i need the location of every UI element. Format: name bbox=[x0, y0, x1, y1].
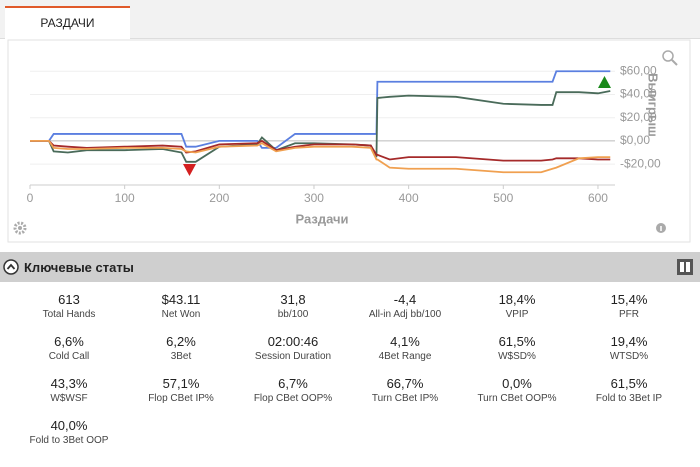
stat: 66,7% Turn CBet IP% bbox=[349, 376, 461, 404]
x-axis-title: Раздачи bbox=[295, 211, 348, 226]
stat: 18,4% VPIP bbox=[461, 292, 573, 320]
x-tick-label: 200 bbox=[209, 191, 229, 205]
stat-label: Turn CBet IP% bbox=[371, 393, 439, 404]
stat-value: 02:00:46 bbox=[267, 334, 319, 349]
stat-label: Flop CBet IP% bbox=[148, 393, 214, 404]
stat: 61,5% Fold to 3Bet IP bbox=[573, 376, 685, 404]
stat-value: 19,4% bbox=[610, 334, 648, 349]
stat-label: W$SD% bbox=[498, 351, 536, 362]
stat-label: W$WSF bbox=[50, 393, 88, 404]
stat: 19,4% WTSD% bbox=[573, 334, 685, 362]
x-tick-label: 600 bbox=[588, 191, 608, 205]
collapse-icon[interactable] bbox=[2, 252, 22, 282]
layout-icon[interactable] bbox=[676, 258, 694, 276]
y-tick-label: $40,00 bbox=[620, 87, 657, 101]
tab[interactable]: РАЗДАЧИ bbox=[5, 6, 130, 40]
stat: $43.11 Net Won bbox=[125, 292, 237, 320]
stat-label: Fold to 3Bet OOP bbox=[29, 435, 109, 446]
x-tick-label: 100 bbox=[115, 191, 135, 205]
section-header[interactable]: Ключевые статы bbox=[0, 252, 700, 282]
stat-value: 31,8 bbox=[280, 292, 306, 307]
stats-grid: 613 Total Hands $43.11 Net Won 31,8 bb/100 -4,… bbox=[13, 292, 685, 446]
stat-value: $43.11 bbox=[161, 292, 201, 307]
series-line bbox=[30, 70, 611, 149]
zoom-icon[interactable] bbox=[662, 50, 678, 66]
stat: 6,6% Cold Call bbox=[13, 334, 125, 362]
y-tick-label: $60,00 bbox=[620, 63, 657, 77]
stat: 15,4% PFR bbox=[573, 292, 685, 320]
stat-label: Cold Call bbox=[48, 351, 90, 362]
stat-label: 4Bet Range bbox=[378, 351, 432, 362]
stat-label: PFR bbox=[619, 309, 639, 320]
stat-label: bb/100 bbox=[277, 309, 309, 320]
series-line bbox=[30, 90, 611, 163]
stat-value: 6,6% bbox=[54, 334, 84, 349]
max-marker bbox=[598, 76, 611, 88]
y-tick-label: $0,00 bbox=[620, 133, 650, 147]
stat-value: 61,5% bbox=[610, 376, 648, 391]
stat-value: 6,2% bbox=[166, 334, 196, 349]
stat: 43,3% W$WSF bbox=[13, 376, 125, 404]
stat-label: Turn CBet OOP% bbox=[477, 393, 557, 404]
stat-value: 40,0% bbox=[50, 418, 88, 433]
info-icon[interactable] bbox=[656, 223, 666, 233]
stat-label: Fold to 3Bet IP bbox=[595, 393, 663, 404]
stat-label: Net Won bbox=[161, 309, 201, 320]
stat-label: Session Duration bbox=[254, 351, 332, 362]
y-axis-title: Выигрыш bbox=[646, 73, 661, 137]
section-title: Ключевые статы bbox=[24, 260, 134, 275]
stat: 6,2% 3Bet bbox=[125, 334, 237, 362]
stat-value: 15,4% bbox=[610, 292, 648, 307]
stat: 6,7% Flop CBet OOP% bbox=[237, 376, 349, 404]
stat: 57,1% Flop CBet IP% bbox=[125, 376, 237, 404]
stat-value: 57,1% bbox=[162, 376, 200, 391]
stat-label: WTSD% bbox=[609, 351, 649, 362]
stat-label: 3Bet bbox=[170, 351, 192, 362]
stat: 61,5% W$SD% bbox=[461, 334, 573, 362]
stat-label: Total Hands bbox=[42, 309, 96, 320]
stat-value: 0,0% bbox=[502, 376, 532, 391]
chart: Раздачи Выигрыш -$20,00 $0,00 $20,00 $40,00… bbox=[7, 39, 691, 243]
stat: 613 Total Hands bbox=[13, 292, 125, 320]
stat: 4,1% 4Bet Range bbox=[349, 334, 461, 362]
x-tick-label: 400 bbox=[399, 191, 419, 205]
stat-value: 4,1% bbox=[390, 334, 420, 349]
stat: 31,8 bb/100 bbox=[237, 292, 349, 320]
stat-value: 613 bbox=[58, 292, 80, 307]
stat-label: VPIP bbox=[505, 309, 529, 320]
stat-value: 61,5% bbox=[498, 334, 536, 349]
tab-bar: РАЗДАЧИ bbox=[0, 0, 700, 40]
settings-icon[interactable] bbox=[13, 221, 27, 235]
stat-value: -4,4 bbox=[393, 292, 417, 307]
series-line bbox=[30, 140, 611, 174]
y-tick-label: $20,00 bbox=[620, 110, 657, 124]
stat-value: 43,3% bbox=[50, 376, 88, 391]
y-tick-label: -$20,00 bbox=[620, 156, 661, 170]
min-marker bbox=[183, 164, 196, 176]
x-tick-label: 500 bbox=[493, 191, 513, 205]
stat-label: All-in Adj bb/100 bbox=[368, 309, 442, 320]
stat-label: Flop CBet OOP% bbox=[253, 393, 333, 404]
stat-value: 6,7% bbox=[278, 376, 308, 391]
stat: 40,0% Fold to 3Bet OOP bbox=[13, 418, 125, 446]
series-line bbox=[30, 139, 611, 162]
x-tick-label: 300 bbox=[304, 191, 324, 205]
x-tick-label: 0 bbox=[27, 191, 34, 205]
stat: 02:00:46 Session Duration bbox=[237, 334, 349, 362]
stat-value: 18,4% bbox=[498, 292, 536, 307]
stat: -4,4 All-in Adj bb/100 bbox=[349, 292, 461, 320]
stat-value: 66,7% bbox=[386, 376, 424, 391]
stat: 0,0% Turn CBet OOP% bbox=[461, 376, 573, 404]
